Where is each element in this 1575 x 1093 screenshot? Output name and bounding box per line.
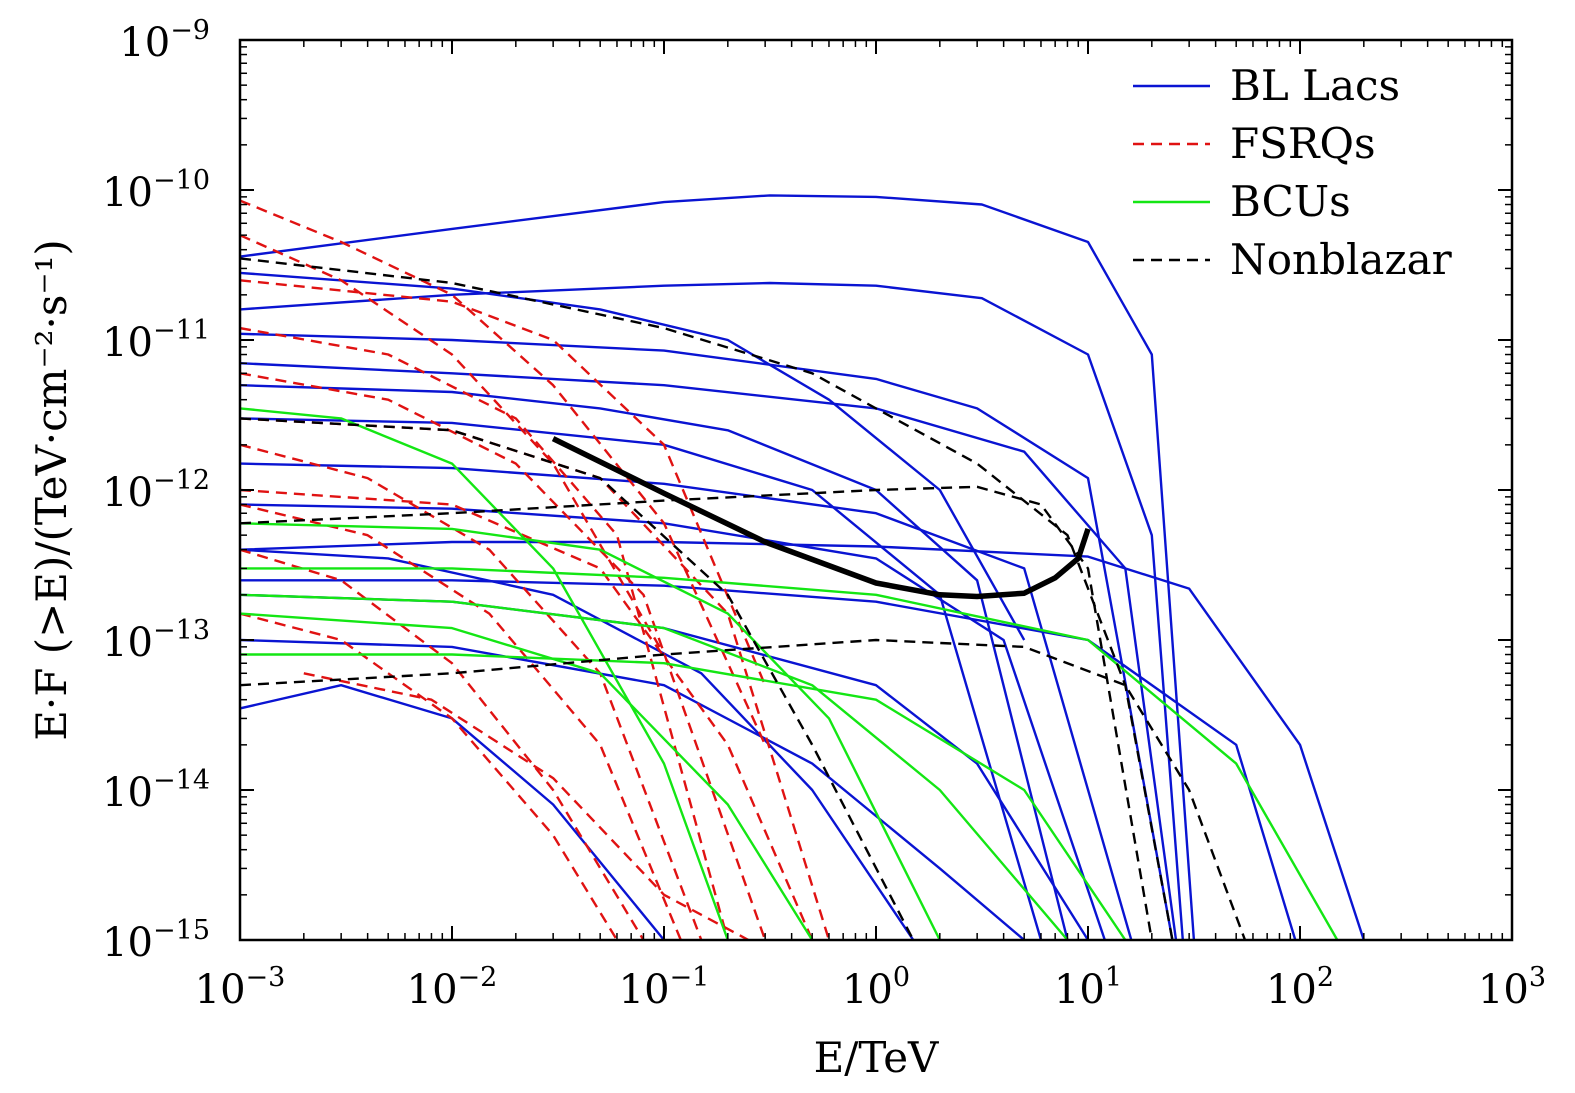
series-1-curve-6 [240,503,682,940]
legend-label-3: Nonblazar [1230,235,1453,284]
series-1-curve-4 [240,372,767,940]
plot-frame [238,38,1514,942]
y-tick-label: 10−11 [102,315,210,366]
series-2-curve-0 [240,567,1339,940]
series-1-curve-2 [240,279,767,686]
series-1-curve-7 [240,548,645,940]
y-axis-label: E·F (>E)/(TeV·cm⁻²·s⁻¹) [27,239,76,741]
y-tick-label: 10−9 [119,15,210,66]
x-tick-label: 102 [1266,962,1334,1013]
series-1-curve-1 [240,234,666,656]
x-tick-label: 101 [1054,962,1122,1013]
series-1-curve-8 [240,612,619,940]
series-0-curve-7 [240,384,1069,940]
series-0-curve-2 [240,271,1026,641]
series-2-curve-4 [240,653,1127,940]
y-tick-label: 10−14 [102,765,210,816]
legend-label-0: BL Lacs [1230,61,1400,110]
series-3-curve-3 [240,417,915,940]
y-tick-label: 10−10 [102,165,210,216]
x-axis-label: E/TeV [814,1033,939,1082]
series-2-curve-1 [240,522,941,940]
legend-label-1: FSRQs [1230,119,1376,168]
series-0-curve-1 [240,281,1184,940]
series-2-curve-5 [240,593,1069,940]
x-tick-label: 100 [842,962,910,1013]
x-tick-label: 103 [1478,962,1546,1013]
y-tick-label: 10−15 [102,915,210,966]
series-1-curve-5 [240,443,703,940]
series-0-curve-6 [240,579,1297,940]
series-0-curve-14 [240,638,1025,940]
series-0-curve-3 [240,332,1174,940]
series-1-curve-3 [240,326,729,940]
legend-label-2: BCUs [1230,177,1351,226]
y-tick-label: 10−13 [102,615,210,666]
series-3-curve-0 [240,257,1174,940]
series-3-curve-2 [240,638,1247,940]
series-0-curve-11 [240,548,915,940]
series-4-curve-0 [551,436,1091,600]
series-2-curve-2 [240,407,729,940]
legend: BL Lacs FSRQs BCUs Nonblazar [1133,61,1453,284]
x-tick-label: 10−1 [619,962,710,1013]
series-0-curve-8 [240,417,1043,940]
series-2-curve-3 [240,612,814,940]
x-tick-label: 10−2 [407,962,498,1013]
x-tick-label: 10−3 [195,962,286,1013]
curve-layer [240,194,1365,940]
series-1-curve-11 [303,672,749,940]
series-0-curve-0 [240,194,1196,940]
series-1-curve-0 [240,199,767,746]
tick-label-layer: 10−3 10−2 10−1 100 101 102 103 10−15 10−14 10−13 1… [102,15,1546,1013]
y-tick-label: 10−12 [102,465,210,516]
